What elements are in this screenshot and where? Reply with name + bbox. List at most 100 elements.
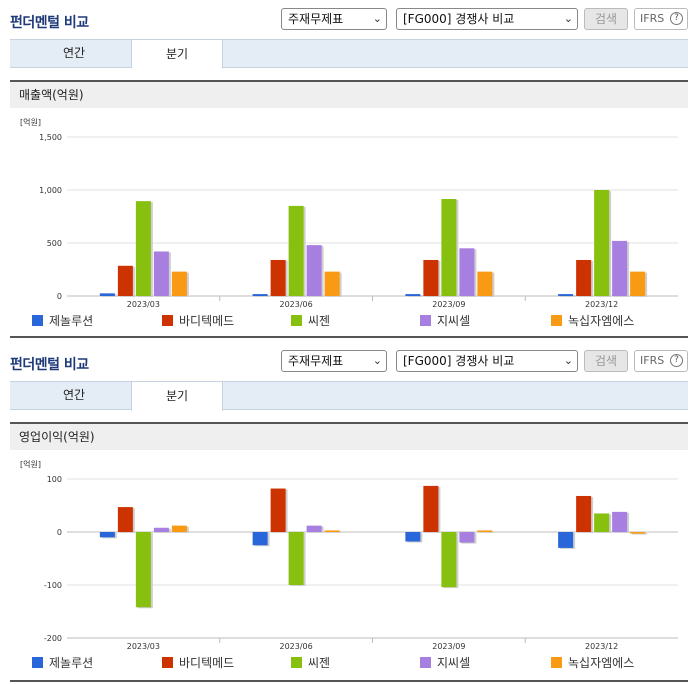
bar-제놀루션 <box>558 532 574 548</box>
tab-quarterly[interactable]: 분기 <box>131 381 223 411</box>
compare-select[interactable]: [FG000] 경쟁사 비교 ⌄ <box>396 350 578 372</box>
legend-swatch <box>420 657 431 668</box>
search-button[interactable]: 검색 <box>584 350 628 372</box>
bar-씨젠 <box>594 513 610 532</box>
legend-swatch <box>162 315 173 326</box>
legend-swatch <box>32 657 43 668</box>
y-tick-label: -100 <box>44 581 62 590</box>
bar-제놀루션 <box>405 294 421 296</box>
legend-swatch <box>551 315 562 326</box>
compare-select[interactable]: [FG000] 경쟁사 비교 ⌄ <box>396 8 578 30</box>
panel-title: 펀더멘털 비교 <box>10 357 89 373</box>
tab-quarterly[interactable]: 분기 <box>131 39 223 69</box>
x-tick-label: 2023/03 <box>127 642 160 651</box>
bar-shadow <box>254 295 270 297</box>
legend-swatch <box>291 315 302 326</box>
chevron-down-icon: ⌄ <box>372 12 382 25</box>
bar-녹십자엠에스 <box>477 271 493 296</box>
compare-select-value: [FG000] 경쟁사 비교 <box>403 12 515 26</box>
chart-title: 매출액(억원) <box>10 80 688 108</box>
legend-label: 씨젠 <box>308 314 331 328</box>
bar-제놀루션 <box>405 532 421 542</box>
bar-지씨셀 <box>612 511 628 532</box>
revenue-chart: [억원] 0 500 1,000 1,500 2023/03 2023/06 2023/09 2… <box>20 117 678 309</box>
legend-item[interactable]: 제놀루션 <box>32 313 93 329</box>
bar-바디텍메드 <box>423 259 439 296</box>
y-tick-label: 100 <box>47 475 62 484</box>
bar-녹십자엠에스 <box>477 530 493 532</box>
chevron-down-icon: ⌄ <box>372 354 382 367</box>
revenue-panel: 펀더멘털 비교 주재무제표 ⌄ [FG000] 경쟁사 비교 ⌄ 검색 IFRS… <box>0 0 696 340</box>
legend-label: 지씨셀 <box>437 314 471 328</box>
help-icon: ? <box>670 12 683 25</box>
statement-select[interactable]: 주재무제표 ⌄ <box>281 8 387 30</box>
y-tick-label: 0 <box>57 528 62 537</box>
y-tick-label: 1,500 <box>39 133 62 142</box>
legend-item[interactable]: 바디텍메드 <box>162 313 234 329</box>
x-tick-label: 2023/06 <box>280 642 313 651</box>
bar-제놀루션 <box>252 532 268 546</box>
divider <box>10 680 688 682</box>
legend-item[interactable]: 씨젠 <box>291 313 330 329</box>
legend-label: 녹십자엠에스 <box>568 314 635 328</box>
bar-씨젠 <box>594 190 610 296</box>
statement-select-value: 주재무제표 <box>288 354 344 368</box>
operating-income-panel: 펀더멘털 비교 주재무제표 ⌄ [FG000] 경쟁사 비교 ⌄ 검색 IFRS… <box>0 342 696 684</box>
legend-label: 제놀루션 <box>49 314 94 328</box>
legend-item[interactable]: 씨젠 <box>291 655 330 671</box>
legend-label: 녹십자엠에스 <box>568 656 635 670</box>
legend-label: 바디텍메드 <box>179 314 235 328</box>
bar-녹십자엠에스 <box>324 530 340 532</box>
x-tick-label: 2023/03 <box>127 300 160 309</box>
legend-item[interactable]: 지씨셀 <box>420 655 470 671</box>
legend-item[interactable]: 녹십자엠에스 <box>551 655 634 671</box>
panel-title: 펀더멘털 비교 <box>10 15 89 31</box>
tab-annual[interactable]: 연간 <box>62 388 86 402</box>
statement-select[interactable]: 주재무제표 ⌄ <box>281 350 387 372</box>
bar-씨젠 <box>288 205 304 296</box>
ifrs-help-button[interactable]: IFRS ? <box>634 8 688 30</box>
legend-label: 씨젠 <box>308 656 331 670</box>
bar-녹십자엠에스 <box>630 532 646 534</box>
legend-item[interactable]: 지씨셀 <box>420 313 470 329</box>
bar-씨젠 <box>135 532 151 608</box>
bar-shadow <box>560 295 576 297</box>
y-tick-label: 500 <box>47 239 62 248</box>
legend-item[interactable]: 바디텍메드 <box>162 655 234 671</box>
statement-select-value: 주재무제표 <box>288 12 344 26</box>
panel-header: 펀더멘털 비교 주재무제표 ⌄ [FG000] 경쟁사 비교 ⌄ 검색 IFRS… <box>0 0 696 38</box>
chevron-down-icon: ⌄ <box>563 12 573 25</box>
unit-label: [억원] <box>20 459 41 469</box>
bar-녹십자엠에스 <box>171 271 187 296</box>
bar-지씨셀 <box>612 240 628 296</box>
bar-지씨셀 <box>153 527 169 532</box>
divider <box>10 336 688 338</box>
chevron-down-icon: ⌄ <box>563 354 573 367</box>
legend-swatch <box>551 657 562 668</box>
x-tick-label: 2023/09 <box>432 300 465 309</box>
legend-swatch <box>291 657 302 668</box>
bar-지씨셀 <box>306 245 322 296</box>
y-tick-label: -200 <box>44 634 62 643</box>
bar-녹십자엠에스 <box>171 525 187 532</box>
bar-바디텍메드 <box>117 265 133 296</box>
bar-shadow <box>479 531 495 533</box>
bar-녹십자엠에스 <box>630 271 646 296</box>
bar-제놀루션 <box>99 293 115 296</box>
bar-shadow <box>326 531 342 533</box>
x-tick-label: 2023/09 <box>432 642 465 651</box>
bar-지씨셀 <box>459 532 475 543</box>
bar-제놀루션 <box>99 532 115 538</box>
bar-바디텍메드 <box>576 495 592 532</box>
ifrs-help-button[interactable]: IFRS ? <box>634 350 688 372</box>
legend-item[interactable]: 제놀루션 <box>32 655 93 671</box>
bar-바디텍메드 <box>270 488 286 532</box>
legend-item[interactable]: 녹십자엠에스 <box>551 313 634 329</box>
ifrs-label: IFRS <box>640 354 665 367</box>
legend-label: 제놀루션 <box>49 656 94 670</box>
legend-label: 지씨셀 <box>437 656 471 670</box>
search-button[interactable]: 검색 <box>584 8 628 30</box>
period-tabs: 연간 분기 <box>10 381 688 411</box>
tab-annual[interactable]: 연간 <box>62 46 86 60</box>
bar-바디텍메드 <box>117 507 133 532</box>
